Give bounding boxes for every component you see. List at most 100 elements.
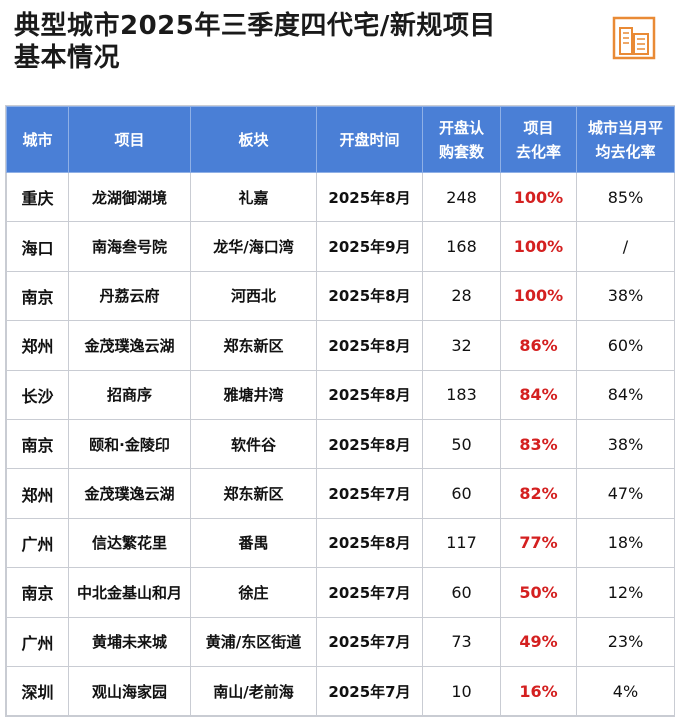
cell-city-avg: 4% [576, 665, 675, 717]
table-header-row: 城市 项目 板块 开盘时间 开盘认 购套数 项目 去化率 城市当月平 均去化率 [6, 106, 675, 173]
page-title-line1: 典型城市2025年三季度四代宅/新规项目 [14, 11, 496, 41]
cell-rate: 77% [500, 517, 577, 569]
cell-open-date: 2025年8月 [316, 369, 423, 420]
cell-open-date: 2025年7月 [316, 468, 423, 519]
cell-open-date: 2025年8月 [316, 320, 423, 371]
col-header-city-avg: 城市当月平 均去化率 [576, 106, 675, 173]
table-row: 广州 信达繁花里 番禺 2025年8月 117 77% 18% [6, 517, 675, 569]
cell-city-avg: 47% [576, 468, 675, 519]
cell-open-date: 2025年9月 [316, 221, 423, 272]
cell-area: 龙华/海口湾 [190, 221, 317, 272]
cell-rate: 83% [500, 418, 577, 470]
cell-project: 颐和·金陵印 [68, 418, 191, 470]
cell-units: 10 [422, 665, 501, 717]
table-row: 海口 南海叁号院 龙华/海口湾 2025年9月 168 100% / [6, 221, 675, 272]
cell-rate: 16% [500, 665, 577, 717]
cell-project: 信达繁花里 [68, 517, 191, 569]
cell-units: 248 [422, 171, 501, 223]
cell-units: 60 [422, 468, 501, 519]
cell-city: 南京 [6, 418, 69, 470]
table-row: 长沙 招商序 雅塘井湾 2025年8月 183 84% 84% [6, 369, 675, 420]
cell-city-avg: 38% [576, 270, 675, 322]
cell-city-avg: 60% [576, 320, 675, 371]
cell-units: 117 [422, 517, 501, 569]
col-header-rate: 项目 去化率 [500, 106, 577, 173]
cell-project: 中北金基山和月 [68, 567, 191, 618]
table-row: 深圳 观山海家园 南山/老前海 2025年7月 10 16% 4% [6, 665, 675, 717]
cell-units: 73 [422, 616, 501, 667]
col-header-city: 城市 [6, 106, 69, 173]
table-row: 郑州 金茂璞逸云湖 郑东新区 2025年7月 60 82% 47% [6, 468, 675, 519]
cell-area: 郑东新区 [190, 320, 317, 371]
table-row: 广州 黄埔未来城 黄浦/东区街道 2025年7月 73 49% 23% [6, 616, 675, 667]
cell-rate: 50% [500, 567, 577, 618]
cell-city: 长沙 [6, 369, 69, 420]
cell-project: 黄埔未来城 [68, 616, 191, 667]
cell-open-date: 2025年8月 [316, 418, 423, 470]
cell-rate: 100% [500, 221, 577, 272]
table-row: 南京 中北金基山和月 徐庄 2025年7月 60 50% 12% [6, 567, 675, 618]
cell-area: 徐庄 [190, 567, 317, 618]
cell-area: 软件谷 [190, 418, 317, 470]
cell-project: 龙湖御湖境 [68, 171, 191, 223]
cell-project: 金茂璞逸云湖 [68, 468, 191, 519]
table-row: 郑州 金茂璞逸云湖 郑东新区 2025年8月 32 86% 60% [6, 320, 675, 371]
cell-city-avg: 85% [576, 171, 675, 223]
col-header-area: 板块 [190, 106, 317, 173]
cell-units: 28 [422, 270, 501, 322]
col-header-project: 项目 [68, 106, 191, 173]
cell-city: 重庆 [6, 171, 69, 223]
cell-area: 南山/老前海 [190, 665, 317, 717]
cell-units: 32 [422, 320, 501, 371]
table-row: 南京 丹荔云府 河西北 2025年8月 28 100% 38% [6, 270, 675, 322]
page-title-line2: 基本情况 [14, 43, 121, 73]
cell-city-avg: 12% [576, 567, 675, 618]
cell-project: 南海叁号院 [68, 221, 191, 272]
cell-city: 深圳 [6, 665, 69, 717]
cell-area: 雅塘井湾 [190, 369, 317, 420]
cell-project: 观山海家园 [68, 665, 191, 717]
cell-rate: 49% [500, 616, 577, 667]
cell-project: 招商序 [68, 369, 191, 420]
cell-city-avg: 84% [576, 369, 675, 420]
cell-open-date: 2025年7月 [316, 665, 423, 717]
cell-city: 广州 [6, 517, 69, 569]
cell-area: 河西北 [190, 270, 317, 322]
cell-city-avg: 23% [576, 616, 675, 667]
col-header-open-date: 开盘时间 [316, 106, 423, 173]
cell-area: 番禺 [190, 517, 317, 569]
cell-project: 丹荔云府 [68, 270, 191, 322]
cell-open-date: 2025年8月 [316, 270, 423, 322]
cell-area: 黄浦/东区街道 [190, 616, 317, 667]
cell-city: 广州 [6, 616, 69, 667]
cell-city: 郑州 [6, 320, 69, 371]
cell-city: 海口 [6, 221, 69, 272]
table-row: 南京 颐和·金陵印 软件谷 2025年8月 50 83% 38% [6, 418, 675, 470]
cell-city: 南京 [6, 270, 69, 322]
cell-city: 南京 [6, 567, 69, 618]
cell-area: 郑东新区 [190, 468, 317, 519]
cell-rate: 100% [500, 171, 577, 223]
cell-units: 60 [422, 567, 501, 618]
project-table: 城市 项目 板块 开盘时间 开盘认 购套数 项目 去化率 城市当月平 均去化率 重庆龙… [6, 106, 675, 717]
project-table-container: 城市 项目 板块 开盘时间 开盘认 购套数 项目 去化率 城市当月平 均去化率 重庆龙… [5, 105, 675, 717]
cell-open-date: 2025年8月 [316, 171, 423, 223]
cell-project: 金茂璞逸云湖 [68, 320, 191, 371]
cell-city-avg: / [576, 221, 675, 272]
col-header-units: 开盘认 购套数 [422, 106, 501, 173]
cell-open-date: 2025年8月 [316, 517, 423, 569]
cell-area: 礼嘉 [190, 171, 317, 223]
cell-rate: 82% [500, 468, 577, 519]
cell-units: 168 [422, 221, 501, 272]
cell-city-avg: 18% [576, 517, 675, 569]
cell-rate: 86% [500, 320, 577, 371]
cell-rate: 84% [500, 369, 577, 420]
cell-city-avg: 38% [576, 418, 675, 470]
cell-city: 郑州 [6, 468, 69, 519]
cell-rate: 100% [500, 270, 577, 322]
building-icon [612, 16, 656, 60]
cell-open-date: 2025年7月 [316, 567, 423, 618]
cell-units: 183 [422, 369, 501, 420]
table-row: 重庆 龙湖御湖境 礼嘉 2025年8月 248 100% 85% [6, 171, 675, 223]
cell-units: 50 [422, 418, 501, 470]
